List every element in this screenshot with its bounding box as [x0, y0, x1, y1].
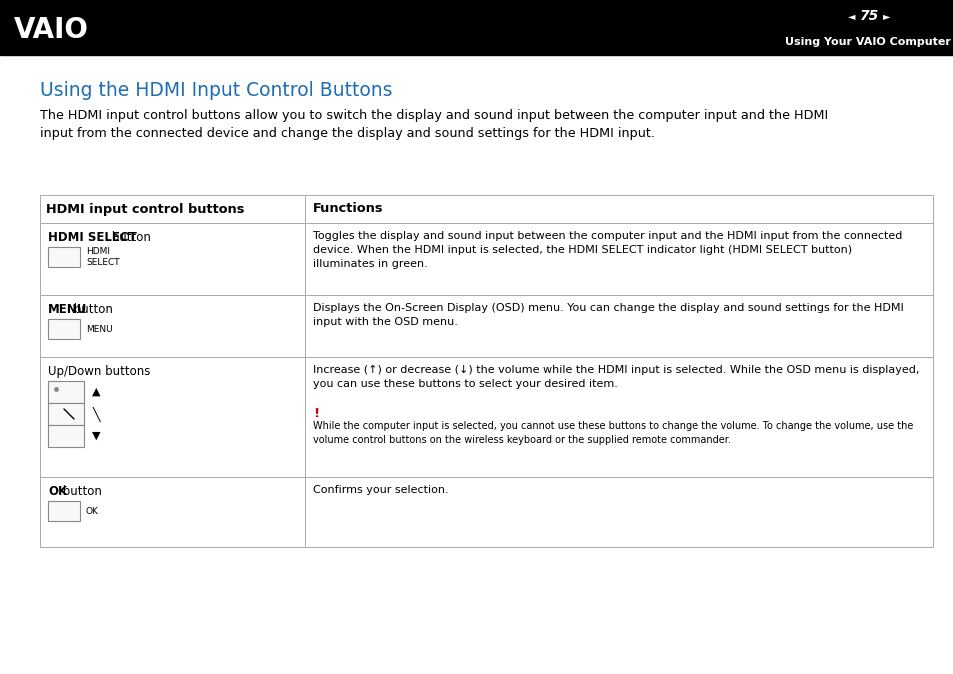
- Bar: [40, 195, 305, 223]
- Text: OK: OK: [86, 506, 99, 516]
- Bar: [48, 403, 84, 425]
- Text: Functions: Functions: [313, 202, 383, 216]
- Text: Up/Down buttons: Up/Down buttons: [48, 365, 151, 378]
- Bar: [40, 477, 305, 547]
- Text: VAIO: VAIO: [14, 16, 89, 44]
- Bar: [48, 425, 84, 447]
- Text: OK: OK: [48, 485, 67, 498]
- Text: Confirms your selection.: Confirms your selection.: [313, 485, 448, 495]
- Bar: [40, 295, 305, 357]
- Text: ▼: ▼: [91, 431, 100, 441]
- Bar: [305, 295, 932, 357]
- Text: button: button: [70, 303, 112, 316]
- Bar: [48, 319, 80, 339]
- Text: Displays the On-Screen Display (OSD) menu. You can change the display and sound : Displays the On-Screen Display (OSD) men…: [313, 303, 902, 327]
- Bar: [48, 247, 80, 267]
- Text: Increase (↑) or decrease (↓) the volume while the HDMI input is selected. While : Increase (↑) or decrease (↓) the volume …: [313, 365, 919, 389]
- Text: 75: 75: [860, 9, 879, 24]
- Text: MENU: MENU: [86, 324, 112, 334]
- Bar: [305, 195, 932, 223]
- Text: The HDMI input control buttons allow you to switch the display and sound input b: The HDMI input control buttons allow you…: [40, 109, 827, 140]
- Text: !: !: [313, 407, 319, 420]
- Bar: [40, 223, 305, 295]
- Text: HDMI
SELECT: HDMI SELECT: [86, 247, 119, 267]
- Bar: [305, 223, 932, 295]
- Text: Toggles the display and sound input between the computer input and the HDMI inpu: Toggles the display and sound input betw…: [313, 231, 902, 269]
- Text: HDMI input control buttons: HDMI input control buttons: [46, 202, 244, 216]
- Bar: [0, 0, 953, 55]
- Text: MENU: MENU: [48, 303, 88, 316]
- Bar: [48, 381, 84, 403]
- Text: Using Your VAIO Computer: Using Your VAIO Computer: [784, 37, 950, 47]
- Text: HDMI SELECT: HDMI SELECT: [48, 231, 136, 244]
- Text: While the computer input is selected, you cannot use these buttons to change the: While the computer input is selected, yo…: [313, 421, 912, 445]
- Text: button: button: [59, 485, 102, 498]
- Bar: [305, 357, 932, 477]
- Text: button: button: [109, 231, 152, 244]
- Bar: [305, 477, 932, 547]
- Text: Using the HDMI Input Control Buttons: Using the HDMI Input Control Buttons: [40, 81, 392, 100]
- Text: ▲: ▲: [91, 387, 100, 397]
- Text: ╲: ╲: [92, 406, 100, 422]
- Bar: [40, 357, 305, 477]
- Bar: [48, 501, 80, 521]
- Text: ►: ►: [882, 11, 890, 22]
- Text: ◄: ◄: [847, 11, 855, 22]
